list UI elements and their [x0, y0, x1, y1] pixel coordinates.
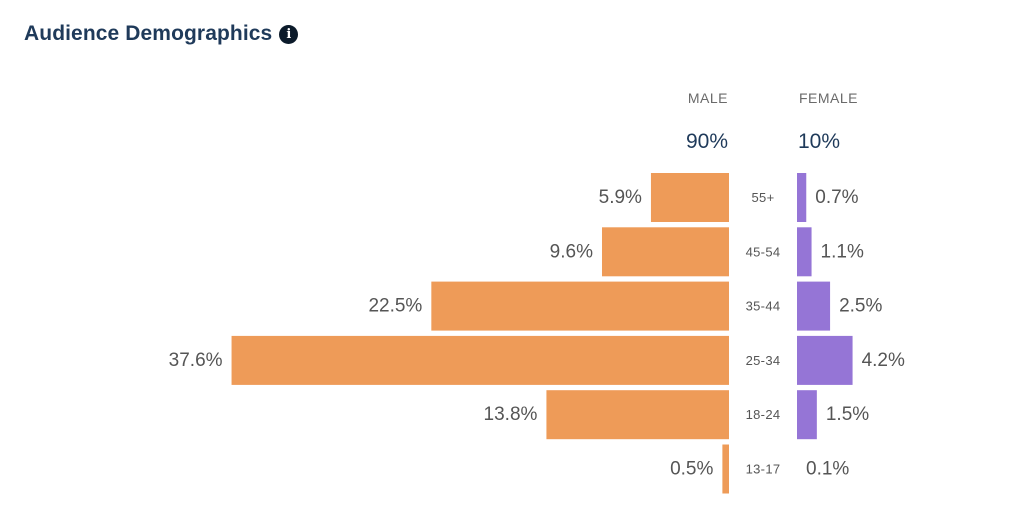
info-icon[interactable]: i: [279, 24, 299, 44]
male-bar-18-24: [546, 390, 729, 440]
male-bar-55+: [650, 173, 729, 222]
male-bar-13-17: [722, 444, 729, 494]
male-value-label-13-17: 0.5%: [670, 459, 713, 480]
male-label: MALE: [687, 90, 728, 106]
age-group-label-13-17: 13-17: [746, 462, 781, 477]
female-value-label-25-34: 4.2%: [862, 350, 905, 371]
female-value-label-45-54: 1.1%: [821, 241, 864, 262]
female-bar-35-44: [797, 281, 831, 331]
female-bar-45-54: [797, 227, 812, 277]
header: Audience Demographics i: [24, 22, 299, 46]
age-group-label-35-44: 35-44: [746, 299, 781, 314]
male-percent: 90%: [685, 130, 728, 153]
male-value-label-18-24: 13.8%: [484, 404, 538, 425]
male-value-label-35-44: 22.5%: [368, 296, 422, 317]
page-title: Audience Demographics: [24, 22, 273, 45]
female-value-label-13-17: 0.1%: [806, 459, 849, 480]
male-value-label-25-34: 37.6%: [169, 350, 223, 371]
male-value-label-55+: 5.9%: [599, 187, 642, 208]
female-label: FEMALE: [799, 90, 859, 106]
age-group-label-18-24: 18-24: [746, 407, 781, 422]
female-bar-25-34: [797, 335, 853, 385]
female-bar-18-24: [797, 390, 817, 440]
female-percent: 10%: [798, 130, 841, 153]
female-bar-55+: [797, 173, 807, 222]
age-group-label-45-54: 45-54: [746, 244, 781, 259]
male-bar-35-44: [431, 281, 729, 331]
female-value-label-35-44: 2.5%: [839, 296, 882, 317]
male-bar-25-34: [231, 335, 729, 385]
female-value-label-18-24: 1.5%: [826, 404, 869, 425]
male-bar-45-54: [601, 227, 729, 277]
male-value-label-45-54: 9.6%: [550, 241, 593, 262]
age-group-label-25-34: 25-34: [746, 353, 781, 368]
female-value-label-55+: 0.7%: [815, 187, 858, 208]
age-group-label-55+: 55+: [752, 190, 775, 205]
